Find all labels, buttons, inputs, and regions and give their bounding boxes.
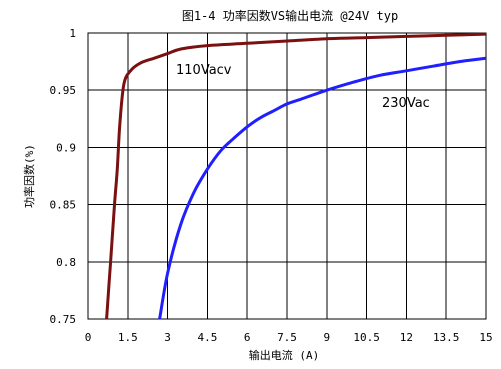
y-tick-label: 0.75 — [50, 313, 77, 326]
x-tick-label: 6 — [244, 331, 251, 344]
x-tick-labels: 0 1.5 3 4.5 6 7.5 9 10.5 12 13.5 15 — [85, 331, 493, 344]
series-annotation-1: 110Vacv — [176, 63, 232, 78]
series-annotations: 110Vacv 230Vac — [176, 63, 430, 111]
series-annotation-2: 230Vac — [382, 96, 430, 111]
x-tick-label: 10.5 — [353, 331, 380, 344]
x-tick-label: 7.5 — [277, 331, 297, 344]
y-tick-labels: 0.75 0.8 0.85 0.9 0.95 1 — [50, 27, 77, 326]
x-tick-label: 3 — [164, 331, 171, 344]
y-tick-label: 0.8 — [56, 256, 76, 269]
y-tick-label: 0.9 — [56, 141, 76, 154]
chart-title: 图1-4 功率因数VS输出电流 @24V typ — [182, 8, 398, 23]
series-line-1 — [105, 32, 487, 320]
x-tick-label: 1.5 — [118, 331, 138, 344]
x-tick-label: 4.5 — [197, 331, 217, 344]
x-tick-label: 9 — [323, 331, 330, 344]
series-line-2 — [158, 56, 487, 320]
y-axis-label: 功率因数(%) — [22, 144, 36, 208]
x-tick-label: 15 — [479, 331, 492, 344]
x-axis-label: 输出电流 (A) — [249, 348, 320, 362]
y-tick-label: 0.85 — [50, 199, 77, 212]
x-tick-label: 13.5 — [433, 331, 460, 344]
y-tick-label: 1 — [69, 27, 76, 40]
x-tick-label: 12 — [400, 331, 413, 344]
series-lines — [105, 32, 487, 320]
y-tick-label: 0.95 — [50, 84, 77, 97]
x-tick-label: 0 — [85, 331, 92, 344]
gridlines — [88, 33, 486, 319]
